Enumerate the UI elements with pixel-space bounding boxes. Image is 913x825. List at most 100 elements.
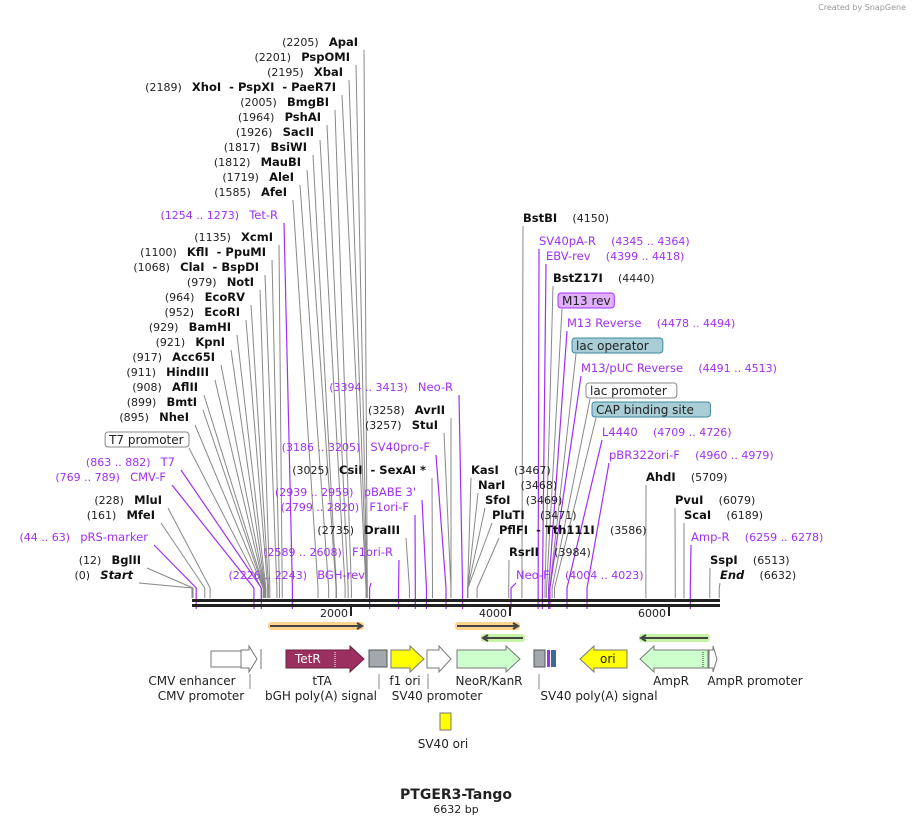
label-sv40pro-f[interactable]: (3186 .. 3205) SV40pro-F: [282, 436, 430, 455]
label-pshai[interactable]: (1964) PshAI: [238, 106, 321, 125]
label-bamhi[interactable]: (929) BamHI: [149, 316, 231, 335]
label-amp-r[interactable]: Amp-R (6259 .. 6278): [691, 526, 823, 545]
feature-ampr-promoter[interactable]: [708, 645, 718, 673]
label-m13-rev[interactable]: M13 rev: [557, 292, 615, 309]
position-text: (3469): [526, 494, 563, 507]
feature-tetr-label: TetR: [294, 652, 321, 666]
label-pflfi-tth111i[interactable]: PflFI - Tth111I (3586): [499, 519, 647, 538]
label-bglii[interactable]: (12) BglII: [79, 549, 141, 568]
label-pbabe-3[interactable]: (2939 .. 2959) pBABE 3': [275, 481, 416, 500]
label-lac-promoter[interactable]: lac promoter: [585, 382, 678, 399]
label-hindiii[interactable]: (911) HindIII: [126, 361, 209, 380]
feature-neor-kanr[interactable]: [456, 644, 521, 674]
label-l4440[interactable]: L4440 (4709 .. 4726): [602, 421, 732, 440]
label-avrii[interactable]: (3258) AvrII: [368, 399, 445, 418]
position-text: (3025): [292, 464, 329, 477]
label-m13-reverse[interactable]: M13 Reverse (4478 .. 4494): [567, 312, 735, 331]
backbone[interactable]: [192, 599, 720, 607]
name-text: BamHI: [189, 320, 231, 334]
label-scai[interactable]: ScaI (6189): [684, 504, 763, 523]
label-kpni[interactable]: (921) KpnI: [156, 331, 225, 350]
label-neo-r[interactable]: (3394 .. 3413) Neo-R: [329, 376, 453, 395]
label-ecorv[interactable]: (964) EcoRV: [165, 286, 245, 305]
label-bstbi[interactable]: BstBI (4150): [523, 207, 609, 226]
feature-ampr[interactable]: [639, 644, 709, 674]
label-mlui[interactable]: (228) MluI: [94, 489, 162, 508]
label-nhei[interactable]: (895) NheI: [119, 406, 189, 425]
label-cmv-f[interactable]: (769 .. 789) CMV-F: [55, 466, 166, 485]
feature-label-ampr-promoter: AmpR promoter: [707, 674, 802, 688]
enzyme-label: (161) MfeI: [87, 504, 155, 523]
label-m13-puc-reverse[interactable]: M13/pUC Reverse (4491 .. 4513): [581, 357, 777, 376]
label-xhoi-pspxi-paer7i[interactable]: (2189) XhoI - PspXI - PaeR7I: [145, 76, 336, 95]
enzyme-label: BstZ17I (4440): [553, 267, 655, 286]
primer-arrow[interactable]: [639, 634, 708, 642]
feature-f1-ori[interactable]: [390, 644, 425, 674]
feature-sv40-promoter[interactable]: [426, 644, 452, 674]
feature-sv40-polya[interactable]: [533, 649, 546, 668]
label-alei[interactable]: (1719) AleI: [222, 166, 294, 185]
label-stui[interactable]: (3257) StuI: [365, 414, 438, 433]
feature-ori[interactable]: [579, 644, 628, 674]
label-xbai[interactable]: (2195) XbaI: [267, 61, 343, 80]
label-end[interactable]: End (6632): [720, 564, 796, 583]
label-bmgbi[interactable]: (2005) BmgBI: [240, 91, 329, 110]
enzyme-label: (979) NotI: [187, 271, 254, 290]
feature-label-sv40-ori: SV40 ori: [418, 737, 469, 751]
label-sacii[interactable]: (1926) SacII: [236, 121, 314, 140]
label-cap-binding-site[interactable]: CAP binding site: [591, 401, 711, 418]
label-kfli-ppumi[interactable]: (1100) KflI - PpuMI: [140, 241, 266, 260]
feature-bgh-polya[interactable]: [368, 649, 388, 668]
label-acc65i[interactable]: (917) Acc65I: [132, 346, 215, 365]
label-xcmi[interactable]: (1135) XcmI: [194, 226, 273, 245]
label-prs-marker[interactable]: (44 .. 63) pRS-marker: [19, 526, 148, 545]
label-pbr322ori-f[interactable]: pBR322ori-F (4960 .. 4979): [609, 444, 774, 463]
primer-arrow[interactable]: [481, 634, 523, 642]
primer-arrow[interactable]: [270, 622, 364, 630]
label-sfoi[interactable]: SfoI (3469): [485, 489, 562, 508]
label-pvui[interactable]: PvuI (6079): [675, 489, 755, 508]
label-tet-r[interactable]: (1254 .. 1273) Tet-R: [160, 204, 278, 223]
label-bsiwi[interactable]: (1817) BsiWI: [224, 136, 307, 155]
label-ecori[interactable]: (952) EcoRI: [165, 301, 240, 320]
label-lac-operator[interactable]: lac operator: [571, 337, 664, 354]
label-bmti[interactable]: (899) BmtI: [127, 391, 197, 410]
label-noti[interactable]: (979) NotI: [187, 271, 254, 290]
label-neo-f[interactable]: Neo-F (4004 .. 4023): [516, 564, 644, 583]
label-ebv-rev[interactable]: EBV-rev (4399 .. 4418): [546, 245, 684, 264]
label-t7-promoter[interactable]: T7 promoter: [104, 431, 190, 448]
feature-cmv-promoter[interactable]: [240, 644, 258, 674]
label-bstz17i[interactable]: BstZ17I (4440): [553, 267, 655, 286]
label-apai[interactable]: (2205) ApaI: [282, 31, 358, 50]
name-text: XcmI: [241, 230, 273, 244]
primer-arrow[interactable]: [457, 622, 520, 630]
label-sspi[interactable]: SspI (6513): [710, 549, 789, 568]
label-kasi[interactable]: KasI (3467): [471, 459, 551, 478]
label-maubi[interactable]: (1812) MauBI: [214, 151, 301, 170]
label-t7[interactable]: (863 .. 882) T7: [86, 451, 175, 470]
position-text: (6632): [760, 569, 797, 582]
label-csii-sexai[interactable]: (3025) CsiI - SexAI *: [292, 459, 426, 478]
label-afei[interactable]: (1585) AfeI: [214, 181, 287, 200]
label-aflii[interactable]: (908) AflII: [132, 376, 198, 395]
feature-tetr[interactable]: [285, 644, 365, 674]
enzyme-label: (0) Start: [75, 564, 134, 583]
label-clai-bspdi[interactable]: (1068) ClaI - BspDI: [133, 256, 259, 275]
feature-sv40-ori[interactable]: [439, 712, 452, 731]
label-f1ori-f[interactable]: (2799 .. 2820) F1ori-F: [281, 496, 409, 515]
label-nari[interactable]: NarI (3468): [478, 474, 557, 493]
enzyme-label: PluTI (3471): [492, 504, 577, 523]
label-ahdi[interactable]: AhdI (5709): [646, 466, 727, 485]
feature-cmv-enhancer[interactable]: [210, 650, 242, 668]
label-start[interactable]: (0) Start: [75, 564, 134, 583]
label-pluti[interactable]: PluTI (3471): [492, 504, 577, 523]
position-text: (3586): [610, 524, 647, 537]
label-sv40pa-r[interactable]: SV40pA-R (4345 .. 4364): [539, 230, 690, 249]
label-f1ori-r[interactable]: (2589 .. 2608) F1ori-R: [263, 541, 393, 560]
label-draiii[interactable]: (2735) DraIII: [317, 519, 400, 538]
label-bgh-rev[interactable]: (2226 .. 2243) BGH-rev: [229, 564, 366, 583]
label-rsrii[interactable]: RsrII (3984): [509, 541, 591, 560]
enzyme-label: AhdI (5709): [646, 466, 727, 485]
label-mfei[interactable]: (161) MfeI: [87, 504, 155, 523]
label-pspomi[interactable]: (2201) PspOMI: [254, 46, 350, 65]
